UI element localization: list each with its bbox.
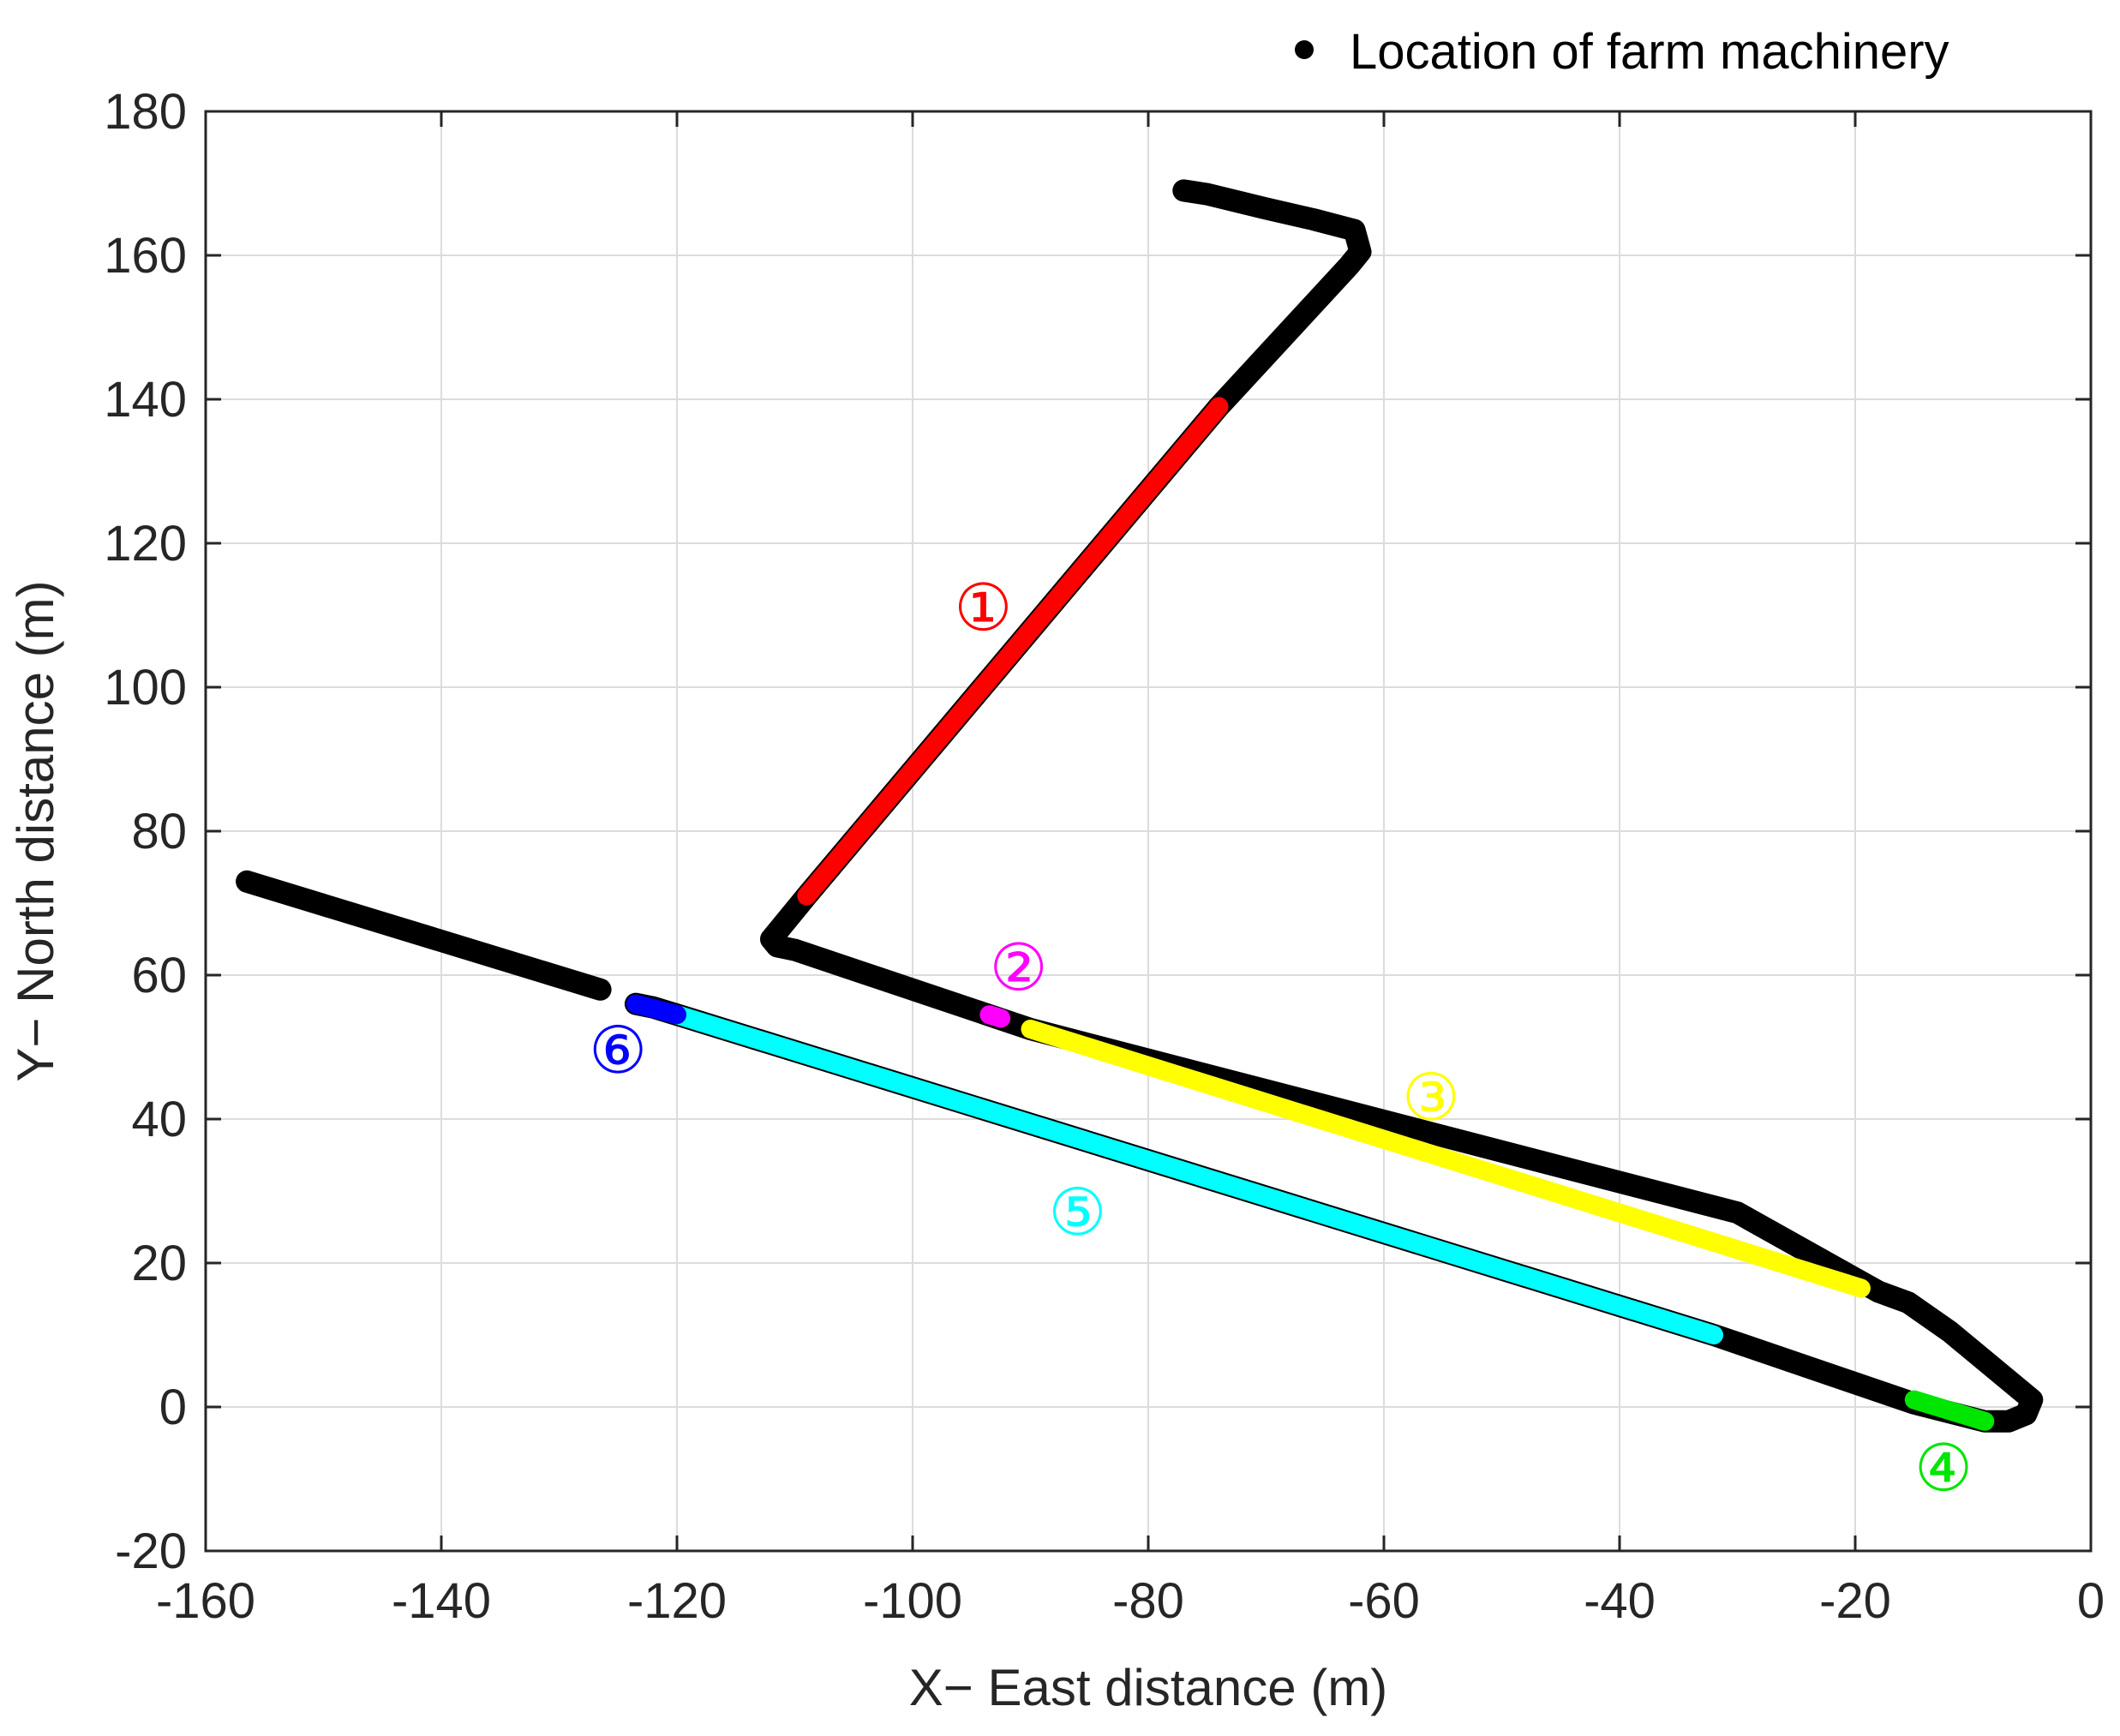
segment-1 [797, 397, 1229, 906]
y-tick-label: 160 [104, 228, 187, 284]
path-tail [236, 870, 612, 1001]
x-axis-label: X− East distance (m) [909, 1659, 1388, 1716]
x-tick-label: -100 [863, 1573, 962, 1629]
legend: Location of farm machinery [1295, 24, 1949, 80]
y-tick-label: -20 [115, 1523, 187, 1579]
axis-ticks: -160 -140 -120 -100 -80 -60 -40 -20 0 -20 0 20 40 60 8… [104, 84, 2105, 1629]
y-tick-label: 80 [131, 804, 187, 859]
segment-label-2: ② [990, 930, 1048, 1006]
segment-label-6: ⑥ [589, 1012, 647, 1088]
y-tick-label: 40 [131, 1092, 187, 1147]
segment-4 [1904, 1390, 1995, 1431]
y-tick-label: 20 [131, 1236, 187, 1291]
segment-label-3: ③ [1402, 1059, 1460, 1135]
y-axis-label: Y− North distance (m) [7, 580, 64, 1081]
y-tick-label: 60 [131, 948, 187, 1003]
y-tick-label: 100 [104, 660, 187, 715]
legend-marker [1295, 40, 1314, 59]
x-tick-label: -140 [392, 1573, 491, 1629]
segment-label-5: ⑤ [1048, 1174, 1106, 1250]
x-tick-label: -40 [1584, 1573, 1656, 1629]
x-tick-label: 0 [2077, 1573, 2105, 1629]
x-tick-label: -120 [627, 1573, 727, 1629]
segment-labels: ① ② ③ ④ ⑤ ⑥ [589, 570, 1973, 1506]
y-tick-label: 120 [104, 516, 187, 572]
segment-2 [979, 1005, 1011, 1028]
segment-label-1: ① [954, 570, 1012, 646]
y-tick-label: 140 [104, 372, 187, 428]
segments [626, 397, 1995, 1431]
y-tick-label: 180 [104, 84, 187, 140]
x-tick-label: -160 [156, 1573, 255, 1629]
x-tick-label: -60 [1348, 1573, 1420, 1629]
segment-3 [1021, 1020, 1871, 1298]
segment-5 [668, 1005, 1723, 1344]
legend-label: Location of farm machinery [1350, 24, 1949, 80]
x-tick-label: -80 [1112, 1573, 1184, 1629]
x-tick-label: -20 [1819, 1573, 1891, 1629]
segment-6 [626, 994, 686, 1025]
segment-label-4: ④ [1914, 1429, 1973, 1506]
y-tick-label: 0 [159, 1380, 187, 1435]
grid [205, 111, 2092, 1552]
